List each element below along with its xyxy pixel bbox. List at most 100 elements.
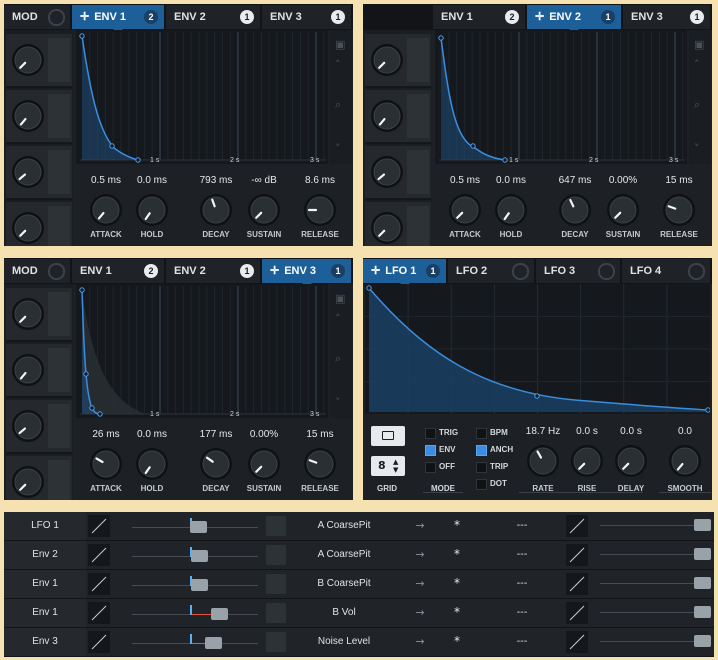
stereo-toggle[interactable]: * bbox=[454, 605, 460, 619]
mod-slot-target[interactable] bbox=[407, 206, 429, 246]
mod-slot-target[interactable] bbox=[407, 38, 429, 82]
knob-sustain[interactable] bbox=[246, 446, 282, 482]
lfo-knob-rate[interactable] bbox=[525, 443, 561, 479]
matrix-source[interactable]: Env 2 bbox=[4, 541, 86, 569]
mod-knob[interactable] bbox=[10, 98, 46, 134]
param-value-sustain[interactable]: 0.00% bbox=[608, 175, 638, 186]
amount-slider-handle[interactable] bbox=[190, 550, 208, 562]
param-value-attack[interactable]: 0.5 ms bbox=[449, 175, 480, 186]
amount-slider-handle[interactable] bbox=[204, 637, 222, 649]
aux-amount-track[interactable] bbox=[600, 641, 710, 642]
knob-hold[interactable] bbox=[493, 192, 529, 228]
matrix-destination[interactable]: A CoarsePit bbox=[317, 520, 371, 531]
lfo-node[interactable] bbox=[366, 285, 372, 291]
bipolar-toggle[interactable] bbox=[266, 574, 286, 594]
param-value-release[interactable]: 8.6 ms bbox=[304, 175, 335, 186]
aux-amount-handle[interactable] bbox=[694, 548, 711, 560]
mod-slot-target[interactable] bbox=[48, 460, 70, 500]
mode-checkbox-off[interactable] bbox=[425, 462, 436, 473]
mod-knob[interactable] bbox=[10, 408, 46, 444]
chevron-down-icon[interactable]: ˅ bbox=[335, 142, 341, 155]
knob-decay[interactable] bbox=[557, 192, 593, 228]
aux-source[interactable]: --- bbox=[516, 578, 528, 589]
aux-amount-track[interactable] bbox=[600, 583, 710, 584]
lfo-param-value-rate[interactable]: 18.7 Hz bbox=[525, 426, 561, 437]
lfo-knob-rise[interactable] bbox=[569, 443, 605, 479]
lfo-graph[interactable] bbox=[365, 284, 711, 414]
knob-attack[interactable] bbox=[88, 446, 124, 482]
envelope-node[interactable] bbox=[79, 287, 85, 293]
knob-hold[interactable] bbox=[134, 446, 170, 482]
tab-lfo-2[interactable]: LFO 2 bbox=[448, 259, 536, 283]
param-value-hold[interactable]: 0.0 ms bbox=[136, 429, 167, 440]
envelope-node[interactable] bbox=[79, 33, 85, 39]
envelope-node[interactable] bbox=[83, 371, 89, 377]
grid-stepper[interactable]: 8 ▲ ▼ bbox=[371, 456, 405, 476]
mode-checkbox-env[interactable] bbox=[425, 445, 436, 456]
tab-mod[interactable]: MOD bbox=[4, 5, 72, 29]
param-value-sustain[interactable]: 0.00% bbox=[249, 429, 279, 440]
matrix-source[interactable]: Env 1 bbox=[4, 570, 86, 598]
knob-attack[interactable] bbox=[447, 192, 483, 228]
curve-shape-icon[interactable] bbox=[88, 573, 110, 595]
envelope-node[interactable] bbox=[97, 411, 103, 417]
lfo-node[interactable] bbox=[705, 407, 711, 413]
param-value-decay[interactable]: 177 ms bbox=[199, 429, 233, 440]
mod-slot-target[interactable] bbox=[48, 206, 70, 246]
stepper-arrows-icon[interactable]: ▲ ▼ bbox=[393, 458, 399, 474]
tab-env-3[interactable]: ENV 3 1 bbox=[623, 5, 712, 29]
aux-source[interactable]: --- bbox=[516, 549, 528, 560]
flag-checkbox-dot[interactable] bbox=[476, 479, 487, 490]
tab-env-2[interactable]: ENV 2 1 bbox=[166, 259, 262, 283]
preset-folder-button[interactable] bbox=[371, 426, 405, 446]
mod-slot-target[interactable] bbox=[48, 38, 70, 82]
magnifier-icon[interactable]: ⌕ bbox=[335, 352, 342, 365]
param-value-release[interactable]: 15 ms bbox=[665, 175, 693, 186]
flag-checkbox-anch[interactable] bbox=[476, 445, 487, 456]
flag-checkbox-trip[interactable] bbox=[476, 462, 487, 473]
param-value-decay[interactable]: 793 ms bbox=[199, 175, 233, 186]
tab-env-3[interactable]: ENV 3 1 bbox=[262, 5, 353, 29]
magnifier-icon[interactable]: ⌕ bbox=[335, 98, 342, 111]
matrix-destination[interactable]: Noise Level bbox=[317, 636, 371, 647]
tab-env-1[interactable]: ✛ ENV 1 2 bbox=[72, 5, 166, 34]
param-value-release[interactable]: 15 ms bbox=[306, 429, 334, 440]
mod-slot-target[interactable] bbox=[407, 94, 429, 138]
param-value-sustain[interactable]: -∞ dB bbox=[251, 175, 277, 186]
amount-slider-handle[interactable] bbox=[189, 521, 207, 533]
lfo-param-value-rise[interactable]: 0.0 s bbox=[576, 426, 598, 437]
param-value-attack[interactable]: 26 ms bbox=[92, 429, 120, 440]
lfo-knob-smooth[interactable] bbox=[667, 443, 703, 479]
amount-slider-handle[interactable] bbox=[210, 608, 228, 620]
lfo-param-value-smooth[interactable]: 0.0 bbox=[678, 426, 692, 437]
curve-shape-icon[interactable] bbox=[566, 573, 588, 595]
matrix-destination[interactable]: B CoarsePit bbox=[317, 578, 371, 589]
bipolar-toggle[interactable] bbox=[266, 516, 286, 536]
stereo-toggle[interactable]: * bbox=[454, 518, 460, 532]
curve-shape-icon[interactable] bbox=[566, 515, 588, 537]
magnifier-icon[interactable]: ⌕ bbox=[694, 98, 701, 111]
curve-shape-icon[interactable] bbox=[88, 544, 110, 566]
bipolar-toggle[interactable] bbox=[266, 603, 286, 623]
mod-knob[interactable] bbox=[369, 42, 405, 78]
envelope-node[interactable] bbox=[438, 35, 444, 41]
envelope-graph[interactable]: 1 s 2 s 3 s bbox=[435, 30, 687, 164]
flag-checkbox-bpm[interactable] bbox=[476, 428, 487, 439]
envelope-node[interactable] bbox=[89, 405, 95, 411]
curve-shape-icon[interactable] bbox=[88, 515, 110, 537]
envelope-graph[interactable]: 1 s 2 s 3 s bbox=[76, 284, 328, 418]
tab-env-2[interactable]: ENV 2 1 bbox=[166, 5, 262, 29]
param-value-hold[interactable]: 0.0 ms bbox=[495, 175, 526, 186]
curve-shape-icon[interactable] bbox=[566, 602, 588, 624]
curve-shape-icon[interactable] bbox=[566, 544, 588, 566]
knob-decay[interactable] bbox=[198, 446, 234, 482]
bipolar-toggle[interactable] bbox=[266, 545, 286, 565]
mod-knob[interactable] bbox=[369, 98, 405, 134]
lock-icon[interactable]: ▣ bbox=[335, 38, 346, 51]
envelope-graph[interactable]: 1 s 2 s 3 s bbox=[76, 30, 328, 164]
chevron-up-icon[interactable]: ˄ bbox=[335, 312, 341, 325]
mod-knob[interactable] bbox=[10, 296, 46, 332]
envelope-node[interactable] bbox=[109, 143, 115, 149]
knob-attack[interactable] bbox=[88, 192, 124, 228]
mod-slot-target[interactable] bbox=[48, 292, 70, 336]
